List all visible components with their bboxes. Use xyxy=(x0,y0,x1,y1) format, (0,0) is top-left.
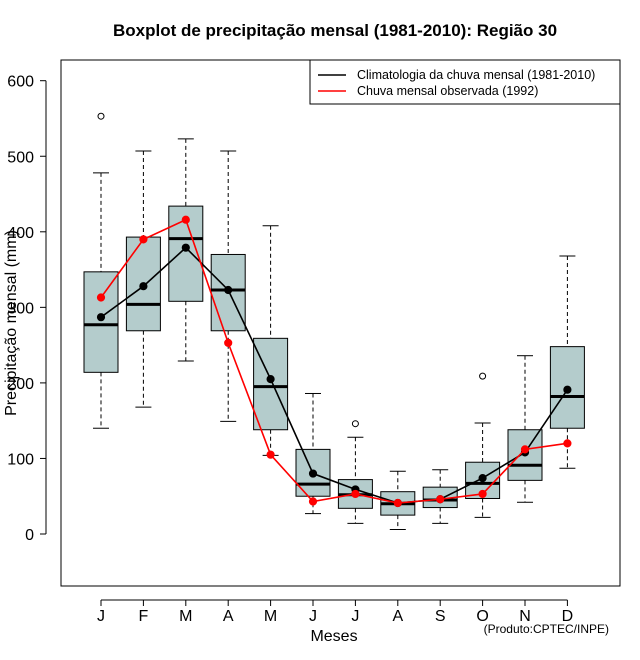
observed-point xyxy=(478,489,487,499)
box-M xyxy=(253,225,289,456)
legend-label-observed: Chuva mensal observada (1992) xyxy=(357,84,538,98)
outlier-point xyxy=(351,420,359,428)
x-tick-label: M xyxy=(264,608,277,625)
outlier-point xyxy=(479,372,487,380)
observed-point xyxy=(520,445,530,454)
observed-point xyxy=(308,497,318,506)
box-N xyxy=(507,355,543,503)
climatology-point xyxy=(96,313,106,322)
box-iqr xyxy=(253,337,289,431)
observed-point xyxy=(351,489,360,499)
box-D xyxy=(549,255,585,469)
y-tick-label: 500 xyxy=(7,149,34,166)
climatology-line xyxy=(100,246,569,504)
x-tick-label: A xyxy=(223,608,234,625)
legend-label-climatology: Climatologia da chuva mensal (1981-2010) xyxy=(357,68,595,82)
y-tick-label: 100 xyxy=(7,451,34,468)
box-F xyxy=(125,150,161,408)
observed-point xyxy=(266,450,275,459)
boxes-group xyxy=(83,112,585,530)
x-tick-label: F xyxy=(139,608,149,625)
box-J xyxy=(295,392,331,515)
observed-point xyxy=(224,338,233,347)
x-tick-label: S xyxy=(435,608,446,625)
x-tick-label: O xyxy=(476,608,488,625)
y-axis-label: Precipitação mensal (mm) xyxy=(3,230,20,416)
outlier-point xyxy=(97,112,105,120)
product-credit: (Produto:CPTEC/INPE) xyxy=(484,622,609,636)
y-tick-label: 300 xyxy=(7,300,34,317)
observed-point xyxy=(393,498,402,508)
observed-point xyxy=(139,235,148,244)
y-tick-label: 400 xyxy=(7,225,34,242)
legend: Climatologia da chuva mensal (1981-2010)… xyxy=(309,59,621,105)
climatology-point xyxy=(139,282,148,291)
observed-point xyxy=(181,215,190,224)
y-axis: 0 100 200 300 400 500 600 xyxy=(7,74,47,544)
observed-point xyxy=(436,495,445,504)
series-lines-group xyxy=(96,215,572,508)
x-axis-label: Meses xyxy=(310,628,357,645)
climatology-point xyxy=(266,375,275,384)
chart-title: Boxplot de precipitação mensal (1981-201… xyxy=(113,21,557,40)
climatology-point xyxy=(181,243,190,252)
y-tick-label: 0 xyxy=(25,527,34,544)
climatology-point xyxy=(308,469,318,478)
box-A xyxy=(210,150,246,422)
x-tick-label: N xyxy=(519,608,531,625)
climatology-point xyxy=(478,473,487,483)
observed-point xyxy=(96,293,106,302)
climatology-point xyxy=(563,385,572,394)
y-tick-label: 200 xyxy=(7,376,34,393)
x-tick-label: D xyxy=(562,608,574,625)
x-tick-label: J xyxy=(97,608,105,625)
x-tick-label: J xyxy=(351,608,359,625)
climatology-point xyxy=(224,285,233,295)
x-tick-label: A xyxy=(392,608,403,625)
legend-box xyxy=(309,59,621,105)
x-tick-label: M xyxy=(179,608,192,625)
box-iqr xyxy=(83,271,119,373)
observed-line xyxy=(100,218,568,504)
x-tick-label: J xyxy=(309,608,317,625)
box-iqr xyxy=(210,253,246,332)
box-J xyxy=(83,112,119,429)
box-J xyxy=(337,420,373,524)
observed-point xyxy=(563,439,572,448)
y-tick-label: 600 xyxy=(7,74,34,91)
